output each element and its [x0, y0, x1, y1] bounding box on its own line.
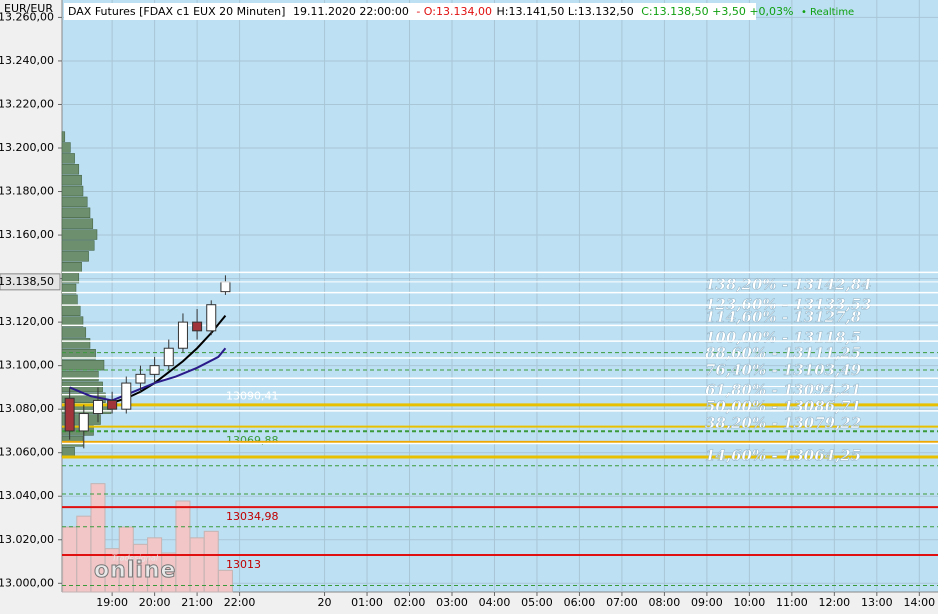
candle-body — [64, 397, 75, 432]
volume-bar — [90, 483, 106, 593]
x-tick-label: 11:00 — [776, 596, 808, 609]
last-price-label: 13.138,50 — [0, 275, 54, 288]
y-tick-label: 13.100,00 — [0, 359, 54, 372]
volume-bar — [189, 537, 205, 593]
x-tick-label: 03:00 — [436, 596, 468, 609]
profile-bar — [61, 327, 87, 338]
candle-body — [121, 382, 132, 410]
fib-label: 138,20% - 13142,84 — [705, 275, 872, 293]
x-tick-label: 21:00 — [181, 596, 213, 609]
candle-body — [135, 373, 146, 384]
profile-bar — [61, 196, 88, 208]
fib-label: 14,60% - 13064,25 — [705, 446, 861, 464]
fib-label: 38,20% - 13079,22 — [705, 414, 861, 432]
profile-bar — [61, 251, 89, 262]
x-tick-label: 10:00 — [734, 596, 766, 609]
last-price-tag — [0, 273, 61, 291]
profile-bar — [61, 174, 82, 186]
y-tick-label: 13.180,00 — [0, 185, 54, 198]
x-tick-label: 07:00 — [606, 596, 638, 609]
header-status: • Realtime — [801, 7, 854, 18]
candle-body — [107, 399, 118, 410]
fib-label: 114,60% - 13127,8 — [705, 308, 862, 326]
fib-label: 76,40% - 13103,49 — [705, 361, 862, 379]
profile-bar — [61, 185, 84, 197]
x-tick-label: 02:00 — [394, 596, 426, 609]
y-tick-label: 13.240,00 — [0, 54, 54, 67]
x-tick-label: 22:00 — [224, 596, 256, 609]
profile-bar — [61, 207, 91, 218]
header-box — [64, 3, 756, 20]
profile-bar — [61, 240, 95, 251]
fib-label: 50,00% - 13086,71 — [705, 398, 861, 416]
y-tick-label: 13.160,00 — [0, 228, 54, 241]
x-tick-label: 04:00 — [479, 596, 511, 609]
x-tick-label: 20:00 — [139, 596, 171, 609]
x-tick-label: 13:00 — [861, 596, 893, 609]
level-label: 13034,98 — [226, 510, 279, 523]
fib-label: 88,60% - 13111,25 — [705, 344, 861, 362]
candle-body — [163, 347, 174, 367]
level-label: 13069,88 — [226, 434, 279, 447]
x-tick-label: 19:00 — [96, 596, 128, 609]
profile-bar — [61, 294, 78, 306]
y-tick-label: 13.080,00 — [0, 402, 54, 415]
header: DAX Futures [FDAX c1 EUX 20 Minuten] 19.… — [68, 5, 854, 18]
profile-bar — [61, 370, 99, 382]
volume-bar — [203, 530, 219, 593]
y-tick-label: 13.220,00 — [0, 97, 54, 110]
x-tick-label: 05:00 — [521, 596, 553, 609]
profile-bar — [61, 262, 82, 273]
watermark-top: Tradesignal — [112, 554, 159, 563]
candle-body — [192, 321, 203, 332]
level-label: 13090,41 — [226, 390, 279, 403]
profile-bar — [61, 153, 75, 164]
profile-bar — [61, 131, 66, 142]
profile-bar — [61, 142, 71, 153]
y-tick-label: 13.260,00 — [0, 10, 54, 23]
profile-bar — [61, 218, 94, 229]
level-label: 13013 — [226, 558, 261, 571]
candle-body — [206, 304, 217, 332]
profile-bar — [61, 316, 84, 327]
y-tick-label: 13.060,00 — [0, 446, 54, 459]
volume-bar — [217, 569, 233, 593]
y-tick-label: 13.020,00 — [0, 533, 54, 546]
header-open: - O:13.134,00 — [416, 5, 492, 18]
profile-bar — [61, 349, 96, 360]
y-tick-label: 13.200,00 — [0, 141, 54, 154]
volume-bar — [175, 500, 191, 593]
candle-body — [177, 321, 188, 349]
profile-bar — [61, 338, 91, 349]
watermark: online — [94, 558, 176, 583]
header-close: C:13.138,50 +3,50 +0,03% — [641, 5, 793, 18]
profile-bar — [61, 229, 98, 240]
header-high-low: H:13.141,50 L:13.132,50 — [496, 5, 633, 18]
x-tick-label: 20 — [318, 596, 332, 609]
y-axis-label: EUR/EUR — [4, 2, 53, 15]
header-date: 19.11.2020 22:00:00 — [293, 5, 409, 18]
profile-bar — [61, 359, 105, 371]
candle-body — [92, 399, 103, 415]
x-tick-label: 09:00 — [691, 596, 723, 609]
profile-bar — [61, 305, 81, 316]
candle-body — [220, 281, 231, 293]
y-tick-label: 13.120,00 — [0, 315, 54, 328]
title: DAX Futures [FDAX c1 EUX 20 Minuten] — [68, 5, 285, 18]
candle-body — [149, 365, 160, 375]
x-tick-label: 08:00 — [649, 596, 681, 609]
y-tick-label: 13.000,00 — [0, 576, 54, 589]
profile-bar — [61, 283, 77, 295]
x-tick-label: 12:00 — [818, 596, 850, 609]
y-tick-label: 13.040,00 — [0, 489, 54, 502]
fib-label: 61,80% - 13094,21 — [705, 381, 861, 399]
profile-bar — [61, 164, 80, 175]
x-tick-label: 01:00 — [351, 596, 383, 609]
volume-bar — [62, 526, 78, 593]
x-tick-label: 06:00 — [564, 596, 596, 609]
candle-body — [78, 413, 89, 432]
x-tick-label: 14:00 — [903, 596, 935, 609]
